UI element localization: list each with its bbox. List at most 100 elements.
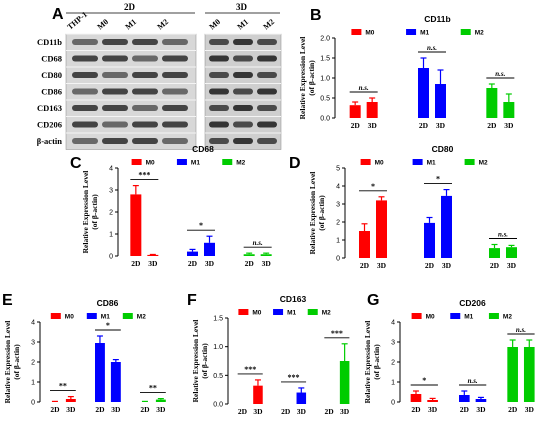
blot-band: [257, 39, 277, 45]
y-tick-label: 1.5: [320, 56, 330, 63]
legend-swatch: [460, 29, 471, 35]
significance-label: ***: [244, 365, 256, 374]
panel-letter: G: [367, 292, 379, 309]
blot-band: [233, 105, 253, 111]
significance-label: n.s.: [495, 70, 505, 78]
y-axis-label-secondary: (of β-actin): [90, 194, 99, 230]
x-tick-label: 3D: [156, 405, 166, 414]
blot-row-label: CD86: [41, 87, 62, 97]
chart-panel-g: G CD206 M0 M1 M2 0 1 2 3 4 Relative Expression Lev…: [363, 292, 535, 414]
blot-group-3d-label: 3D: [236, 2, 248, 12]
blot-band: [72, 105, 98, 111]
blot-band: [132, 138, 158, 144]
blot-band: [102, 72, 128, 78]
blot-band: [257, 72, 277, 78]
x-tick-label: 2D: [325, 407, 335, 416]
blot-band: [132, 39, 158, 45]
legend-swatch: [273, 309, 284, 315]
blot-panel: A 2D 3D THP-1 M0 M1 M2 M0 M1 M2 CD11bCD6…: [37, 2, 282, 150]
y-axis-label: Relative Expression Level: [81, 171, 90, 254]
blot-band: [257, 121, 277, 128]
significance-label: *: [199, 221, 203, 230]
bar: [418, 68, 429, 118]
significance-label: *: [371, 182, 375, 191]
blot-band: [209, 55, 229, 62]
significance-label: **: [149, 384, 157, 393]
chart-title: CD80: [432, 144, 454, 154]
blot-band: [162, 88, 188, 95]
x-tick-label: 3D: [436, 121, 446, 130]
panel-letter: C: [70, 155, 82, 172]
y-tick-label: 0: [391, 400, 395, 407]
chart-panel-d: D CD80 M0 M1 M2 0 1 2 3 4 5 Relative Expression Lev…: [289, 144, 517, 270]
x-tick-label: 3D: [111, 405, 121, 414]
y-axis-label: Relative Expression Level: [363, 321, 372, 404]
chart-title: CD86: [97, 298, 119, 308]
y-tick-label: 5: [336, 166, 340, 173]
blot-row-label: CD163: [37, 103, 62, 113]
blot-band: [102, 138, 128, 144]
x-tick-label: 3D: [377, 261, 387, 270]
bar: [376, 200, 387, 258]
x-tick-label: 2D: [360, 261, 370, 270]
y-tick-label: 4: [336, 184, 340, 191]
significance-label: ***: [138, 171, 150, 180]
y-tick-label: 1: [391, 380, 395, 387]
blot-row-label: CD206: [37, 120, 62, 130]
blot-band: [72, 72, 98, 78]
legend-label: M1: [420, 30, 429, 37]
legend-label: M0: [365, 30, 374, 37]
legend-label: M2: [137, 314, 146, 321]
significance-label: **: [59, 382, 67, 391]
bar: [260, 254, 272, 256]
blot-band: [102, 105, 128, 111]
bar: [204, 242, 215, 256]
legend-swatch: [307, 309, 318, 315]
blot-panel-letter: A: [52, 6, 64, 23]
bar: [155, 399, 166, 402]
legend-swatch: [360, 159, 371, 165]
blot-lane-label: M0: [96, 17, 111, 31]
x-tick-label: 3D: [297, 407, 307, 416]
blot-row-label: β-actin: [37, 136, 63, 146]
blot-band: [209, 88, 229, 95]
legend-label: M2: [322, 310, 331, 317]
blot-band: [132, 88, 158, 95]
significance-label: n.s.: [516, 326, 526, 334]
y-axis-label-secondary: (of β-actin): [200, 343, 209, 379]
blot-band: [72, 121, 98, 128]
blot-band: [233, 39, 253, 45]
bar: [366, 102, 378, 118]
blot-band: [257, 88, 277, 95]
legend-label: M1: [287, 310, 296, 317]
blot-lane-label: M2: [262, 17, 277, 31]
blot-lane-label: M1: [236, 17, 251, 31]
blot-band: [162, 55, 188, 62]
chart-panel-b: B CD11b M0 M1 M2 0.0 0.5 1.0 1.5 2.0 Relative Expr…: [298, 7, 515, 130]
bar: [110, 362, 121, 402]
legend-swatch: [411, 313, 422, 319]
blot-band: [132, 55, 158, 62]
legend-label: M0: [252, 310, 261, 317]
blot-band: [257, 138, 277, 144]
y-tick-label: 3: [31, 340, 35, 347]
blot-group-2d-label: 2D: [124, 2, 136, 12]
y-axis-label: Relative Expression Level: [308, 172, 317, 255]
x-tick-label: 2D: [490, 261, 500, 270]
x-tick-label: 2D: [238, 407, 248, 416]
legend-label: M0: [426, 314, 435, 321]
y-axis-label: Relative Expression Level: [298, 37, 307, 120]
y-tick-label: 0.0: [213, 402, 223, 409]
x-tick-label: 3D: [340, 407, 350, 416]
bar: [486, 88, 498, 118]
x-tick-label: 3D: [428, 405, 438, 414]
bar: [475, 399, 487, 402]
y-axis-label-secondary: (of β-actin): [307, 60, 316, 96]
blot-band: [162, 138, 188, 144]
x-tick-label: 2D: [351, 121, 361, 130]
bar: [523, 347, 535, 402]
x-tick-label: 3D: [66, 405, 76, 414]
blot-band: [233, 88, 253, 95]
x-tick-label: 2D: [188, 259, 198, 268]
